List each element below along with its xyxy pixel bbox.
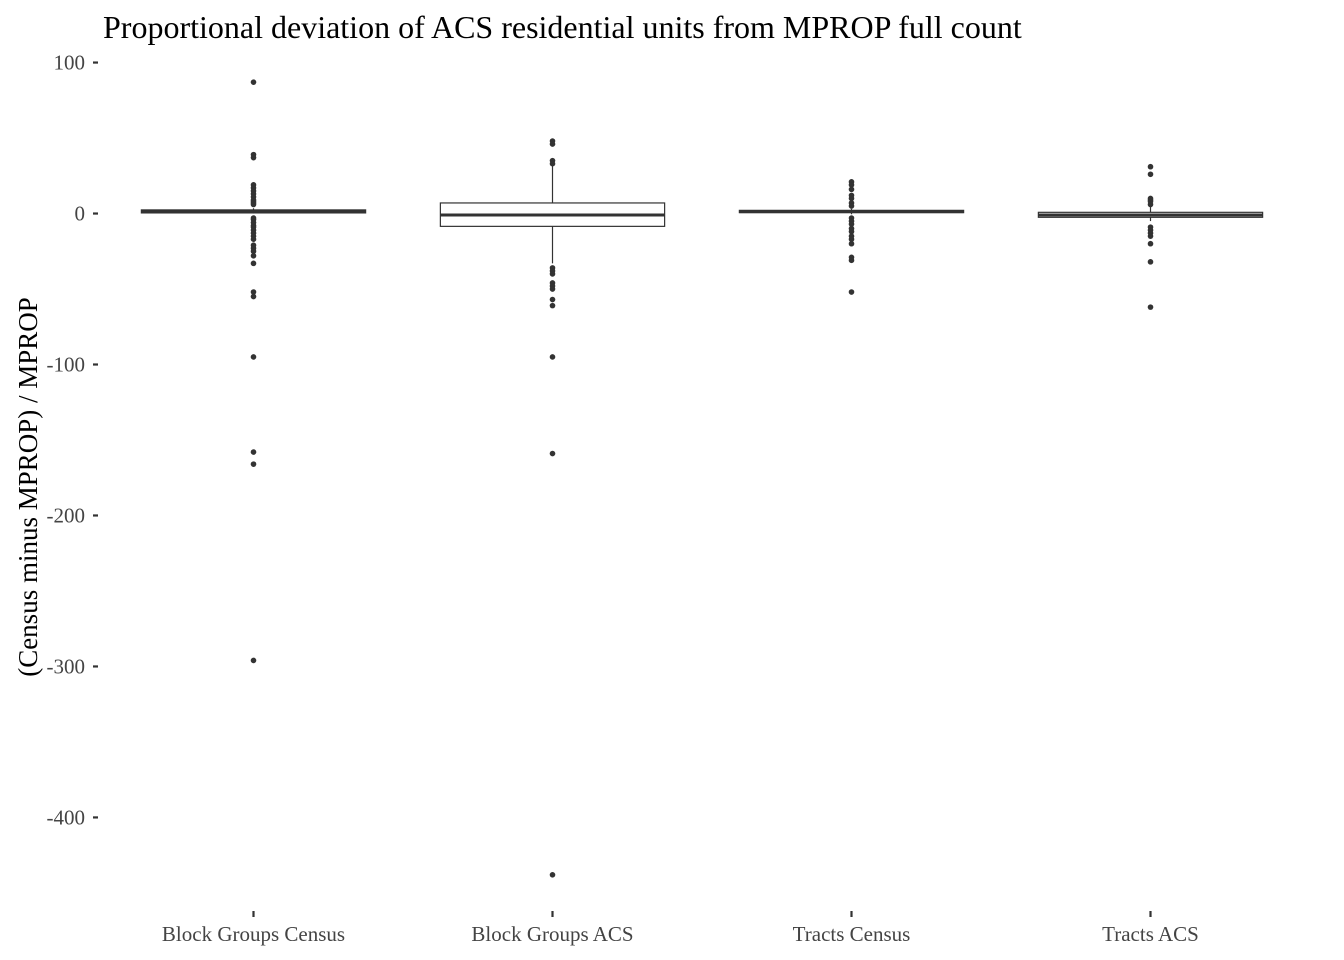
x-tick-label: Tracts Census: [793, 922, 911, 946]
outlier-point: [250, 260, 257, 267]
outlier-point: [549, 450, 556, 457]
outlier-point: [549, 141, 556, 147]
outlier-point: [250, 252, 257, 259]
outlier-point: [250, 449, 257, 455]
outlier-point: [848, 236, 855, 242]
y-tick-label: -300: [47, 654, 86, 678]
outlier-point: [1147, 304, 1154, 310]
outlier-point: [549, 271, 556, 277]
outlier-point: [250, 201, 257, 208]
x-axis: Block Groups Census Block Groups ACS Tract…: [162, 911, 1199, 946]
box-group: [140, 79, 367, 664]
outlier-point: [549, 286, 556, 292]
y-tick-label: -400: [47, 805, 86, 829]
outlier-point: [1147, 171, 1154, 178]
outlier-point: [250, 293, 257, 300]
box-group: [738, 179, 965, 295]
outlier-point: [250, 657, 257, 664]
outlier-point: [1147, 163, 1154, 170]
outlier-point: [1147, 259, 1154, 265]
outlier-point: [549, 354, 556, 360]
chart-title: Proportional deviation of ACS residentia…: [103, 9, 1022, 45]
outlier-point: [848, 240, 855, 247]
outlier-point: [250, 289, 257, 295]
outlier-point: [1147, 233, 1154, 239]
x-tick-label: Block Groups Census: [162, 922, 345, 946]
outlier-point: [250, 461, 257, 467]
outlier-point: [250, 354, 257, 360]
outlier-point: [250, 236, 257, 242]
y-tick-label: -200: [47, 503, 86, 527]
box-group: [439, 138, 666, 878]
outlier-point: [250, 248, 257, 255]
outlier-point: [1147, 201, 1154, 208]
outlier-point: [848, 228, 855, 235]
outlier-point: [549, 160, 556, 167]
outlier-point: [848, 289, 855, 295]
plot-area: [140, 79, 1264, 878]
outlier-point: [848, 203, 855, 209]
outlier-point: [848, 195, 855, 202]
y-axis: 100 0 -100 -200 -300 -400: [47, 51, 98, 829]
y-tick-label: 0: [75, 202, 86, 226]
outlier-point: [848, 221, 855, 227]
outlier-point: [250, 154, 257, 161]
outlier-point: [250, 79, 257, 85]
y-axis-title: (Census minus MPROP) / MPROP: [13, 297, 43, 677]
outlier-point: [848, 186, 855, 193]
box-group: [1037, 163, 1264, 310]
outlier-point: [549, 296, 556, 303]
x-tick-label: Tracts ACS: [1102, 922, 1199, 946]
x-tick-label: Block Groups ACS: [471, 922, 633, 946]
outlier-point: [549, 302, 556, 309]
outlier-point: [549, 872, 556, 878]
outlier-point: [848, 257, 855, 264]
y-tick-label: -100: [47, 353, 86, 377]
outlier-point: [848, 182, 855, 188]
y-tick-label: 100: [54, 51, 86, 75]
outlier-point: [1147, 240, 1154, 247]
